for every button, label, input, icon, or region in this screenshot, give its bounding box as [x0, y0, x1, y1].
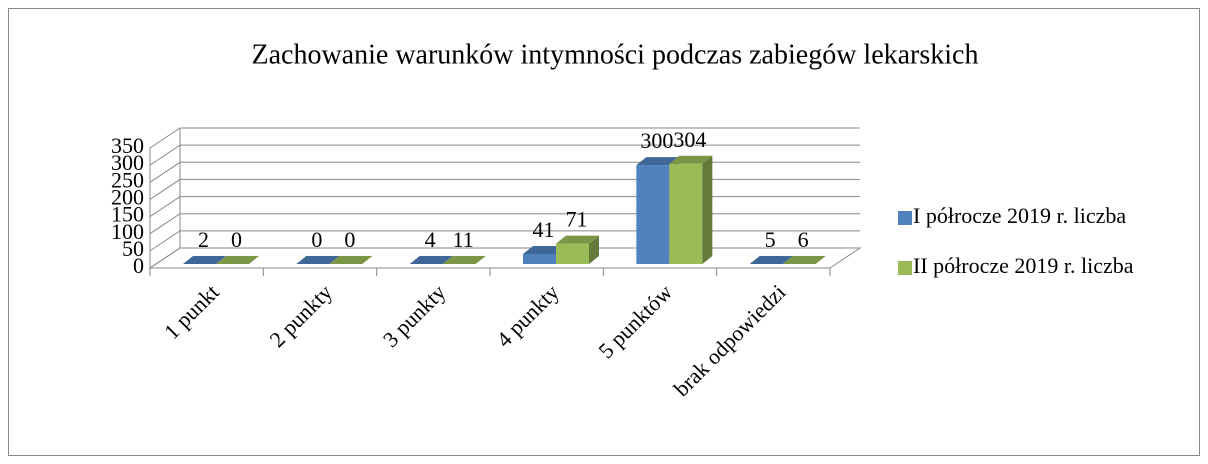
bar [296, 256, 340, 264]
bar-side [702, 155, 713, 264]
data-label: 4 [425, 227, 436, 252]
chart-title: Zachowanie warunków intymności podczas z… [252, 39, 979, 70]
legend-swatch [898, 261, 912, 275]
y-tick-label: 250 [111, 167, 144, 192]
y-tick-label: 200 [111, 184, 144, 209]
data-label: 5 [765, 227, 776, 252]
bar-side [589, 235, 599, 264]
bar-top [296, 256, 340, 264]
chart-border [8, 8, 1200, 456]
grid-line [149, 213, 860, 235]
bar [749, 256, 793, 264]
grid-line [149, 178, 860, 200]
y-tick-label: 300 [111, 150, 144, 175]
bar-top [782, 256, 826, 264]
grid-line [149, 196, 860, 217]
data-label: 0 [311, 227, 322, 252]
y-tick-label: 50 [122, 236, 144, 261]
bar-front [523, 253, 556, 264]
data-label: 41 [533, 217, 555, 242]
bar-front [636, 165, 670, 264]
legend-label: I półrocze 2019 r. liczba [913, 203, 1126, 228]
bar-top [442, 256, 486, 264]
grid-line [149, 161, 860, 183]
bar [329, 256, 373, 264]
bar-top [329, 256, 373, 264]
bar [183, 256, 226, 264]
bar [442, 256, 486, 264]
bar-top [669, 155, 713, 164]
grid-line [149, 144, 860, 166]
bar-top [523, 245, 566, 254]
bar-top [216, 256, 259, 264]
legend-swatch [898, 211, 912, 225]
grid-line [149, 247, 860, 269]
data-label: 300 [640, 128, 673, 153]
bar-top [183, 256, 226, 264]
data-label: 304 [673, 127, 706, 152]
data-label: 6 [798, 227, 809, 252]
legend-label: II półrocze 2019 r. liczba [913, 253, 1134, 278]
grid-line [149, 230, 860, 252]
data-label: 11 [453, 227, 474, 252]
bar-top [409, 256, 453, 264]
y-tick-label: 350 [111, 133, 144, 158]
data-label: 2 [198, 227, 209, 252]
data-label: 0 [344, 227, 355, 252]
bar [669, 155, 713, 264]
bar-front [669, 163, 703, 264]
bar [556, 235, 599, 264]
bar-top [749, 256, 793, 264]
data-label: 0 [231, 227, 242, 252]
y-tick-label: 100 [111, 219, 144, 244]
bar-top [556, 235, 599, 244]
y-tick-label: 0 [133, 253, 144, 278]
bar-front [556, 243, 589, 264]
data-label: 71 [566, 207, 588, 232]
bar-top [636, 157, 680, 166]
bar [409, 256, 453, 264]
bar [216, 256, 259, 264]
y-tick-label: 150 [111, 202, 144, 227]
bar [782, 256, 826, 264]
grid-line [149, 127, 860, 149]
